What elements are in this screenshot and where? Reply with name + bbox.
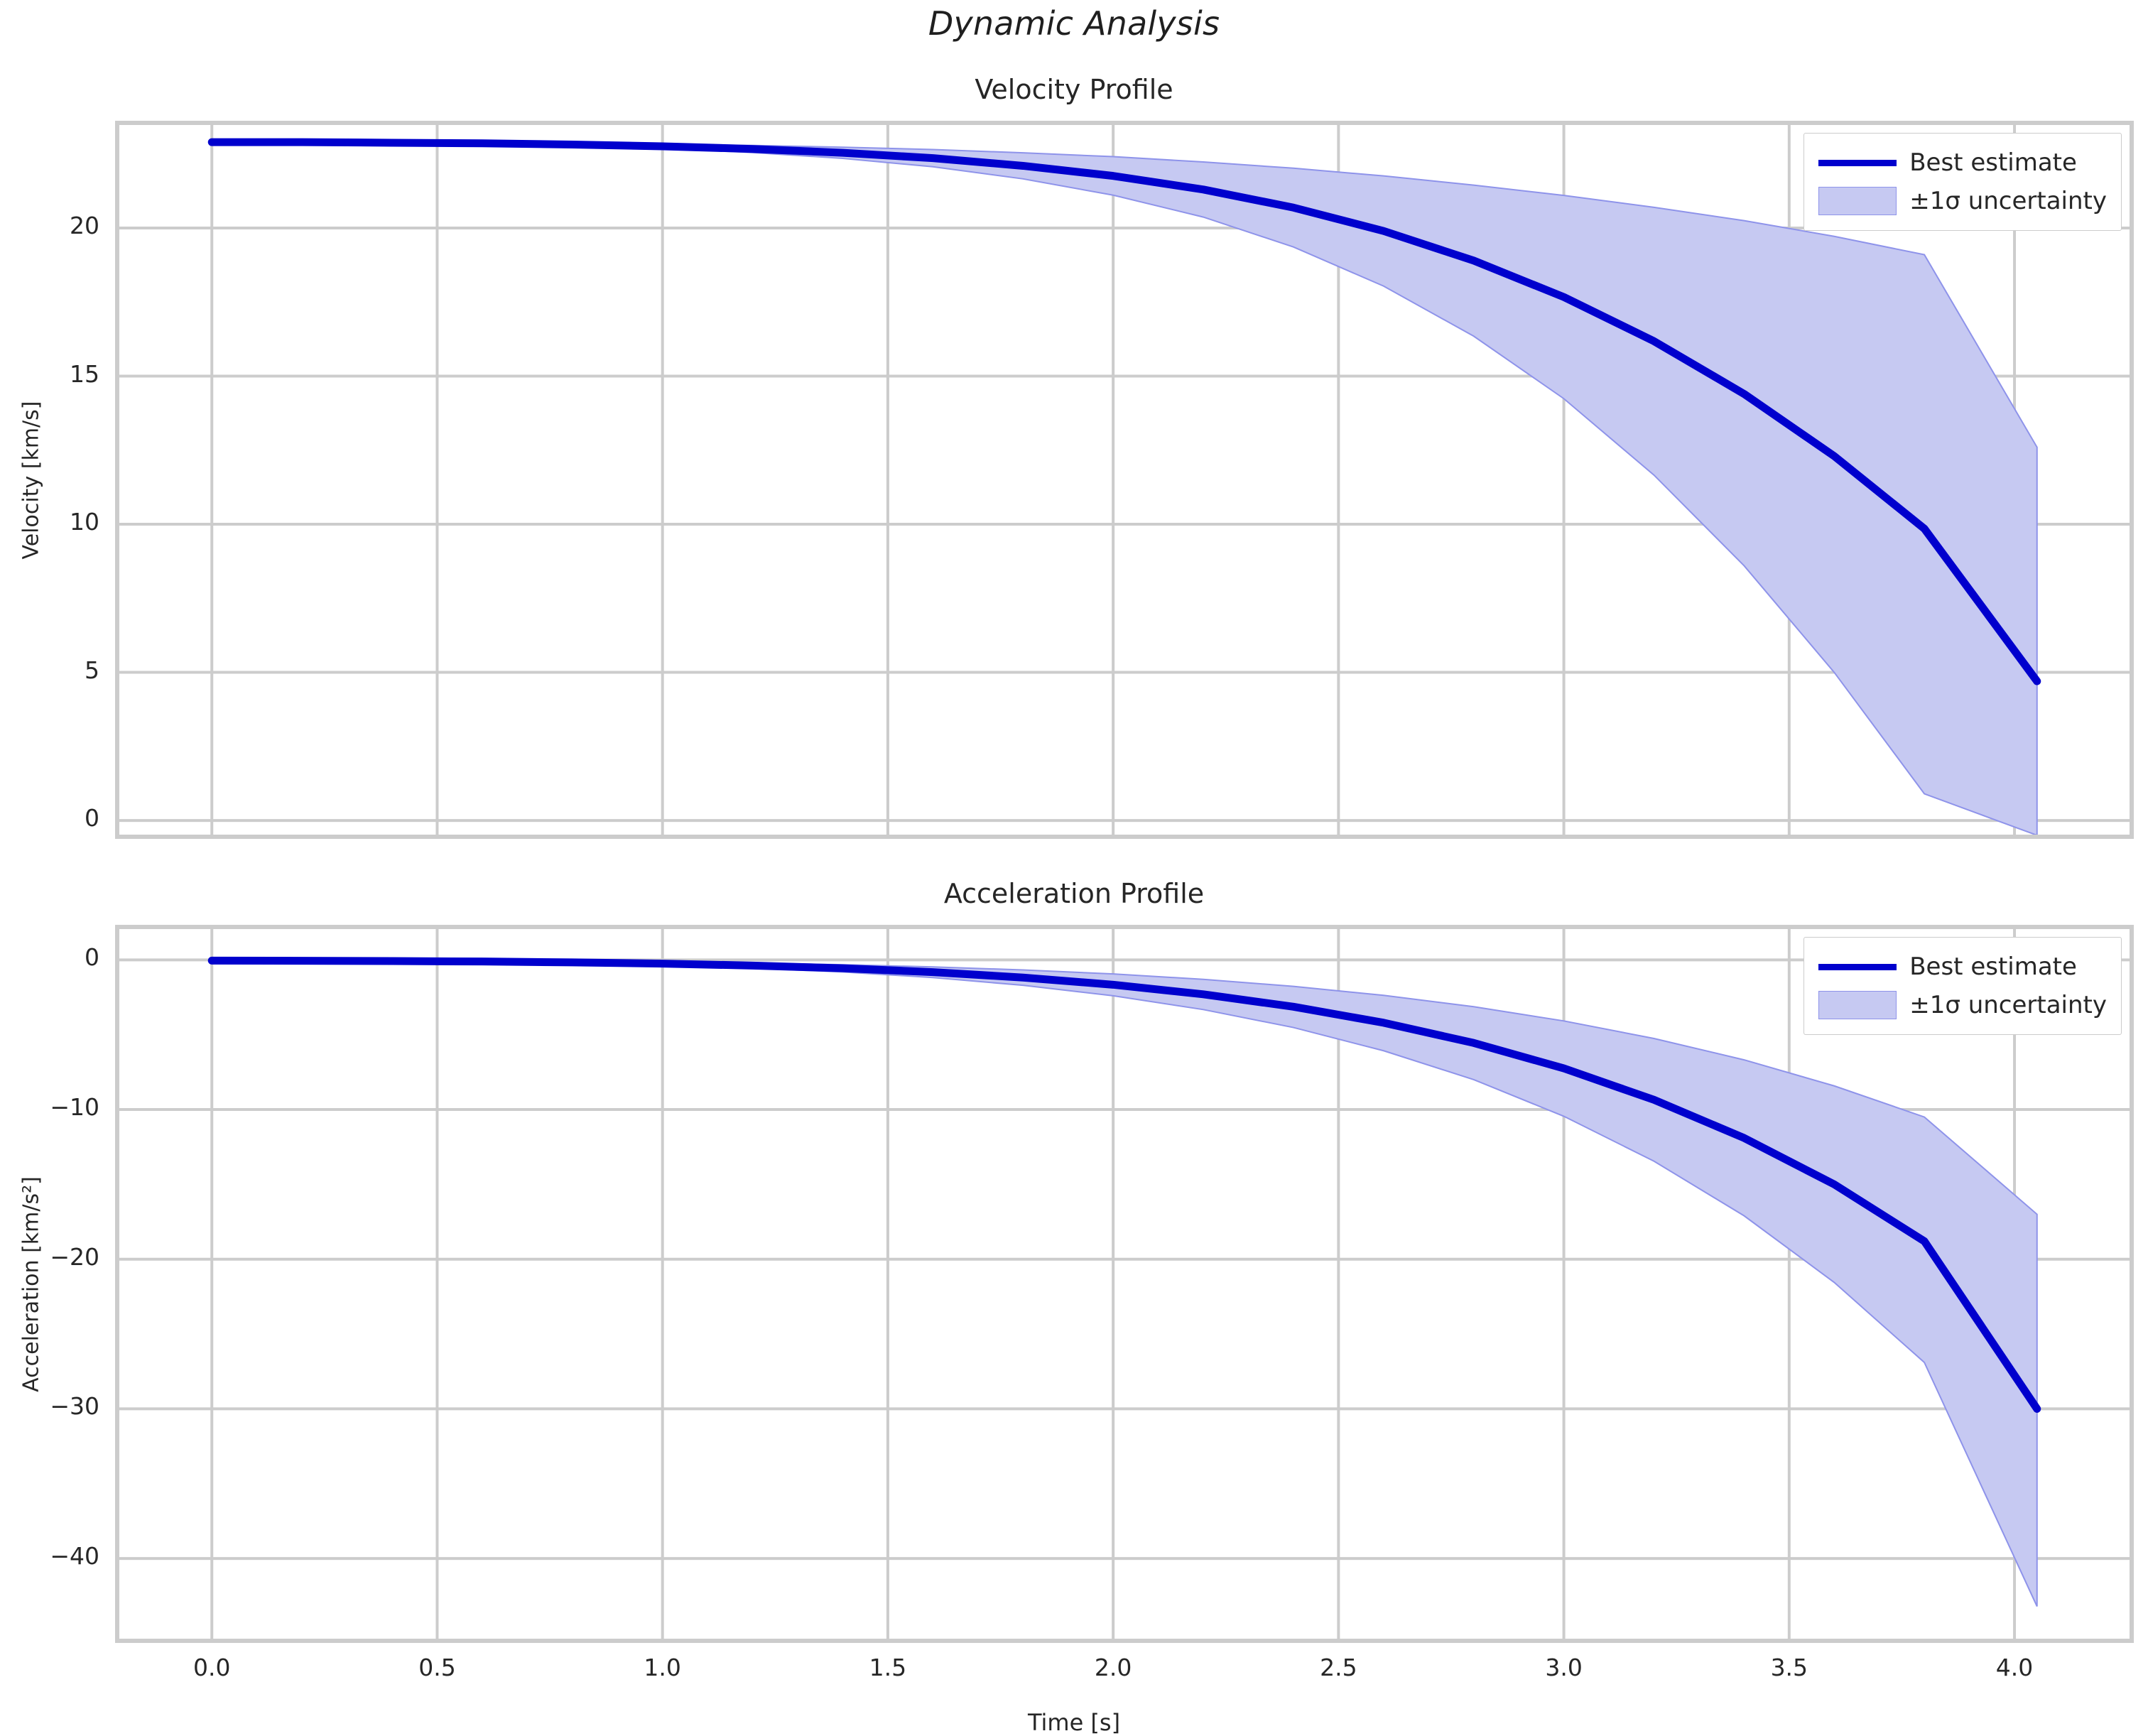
acceleration-y-tick-label: −40 xyxy=(50,1542,99,1570)
time-x-tick-label: 1.5 xyxy=(869,1654,907,1681)
line-swatch-icon xyxy=(1818,159,1897,166)
legend-label-uncertainty: ±1σ uncertainty xyxy=(1909,187,2107,215)
legend-entry-uncertainty: ±1σ uncertainty xyxy=(1818,182,2107,220)
time-x-tick-label: 2.0 xyxy=(1094,1654,1132,1681)
velocity-y-tick-label: 5 xyxy=(85,656,99,684)
line-swatch-icon xyxy=(1818,963,1897,970)
legend-label-best-estimate: Best estimate xyxy=(1909,148,2077,177)
legend-entry-uncertainty: ±1σ uncertainty xyxy=(1818,986,2107,1024)
time-x-tick-label: 3.5 xyxy=(1770,1654,1808,1681)
time-x-tick-label: 4.0 xyxy=(1995,1654,2034,1681)
acceleration-subplot-title: Acceleration Profile xyxy=(943,878,1205,909)
acceleration-y-tick-label: −20 xyxy=(50,1242,99,1271)
time-x-axis-label: Time [s] xyxy=(1027,1709,1121,1736)
velocity-y-tick-label: 20 xyxy=(70,212,99,240)
time-x-tick-label: 0.5 xyxy=(418,1654,456,1681)
time-x-tick-label: 0.0 xyxy=(192,1654,231,1681)
acceleration-y-tick-label: −30 xyxy=(50,1392,99,1421)
velocity-legend: Best estimate ±1σ uncertainty xyxy=(1803,133,2122,231)
legend-label-uncertainty: ±1σ uncertainty xyxy=(1909,991,2107,1019)
band-swatch-icon xyxy=(1818,991,1897,1019)
velocity-y-tick-label: 0 xyxy=(85,804,99,832)
velocity-y-tick-label: 15 xyxy=(70,359,99,388)
velocity-subplot-title: Velocity Profile xyxy=(975,74,1173,105)
time-x-tick-label: 3.0 xyxy=(1545,1654,1583,1681)
acceleration-y-axis-label: Acceleration [km/s²] xyxy=(18,1176,44,1392)
time-x-tick-label: 1.0 xyxy=(644,1654,681,1681)
figure-suptitle: Dynamic Analysis xyxy=(928,4,1220,43)
time-x-tick-label: 2.5 xyxy=(1320,1654,1357,1681)
band-swatch-icon xyxy=(1818,187,1897,215)
legend-label-best-estimate: Best estimate xyxy=(1909,953,2077,981)
acceleration-y-tick-label: −10 xyxy=(50,1093,99,1122)
acceleration-legend: Best estimate ±1σ uncertainty xyxy=(1803,937,2122,1035)
acceleration-y-tick-label: 0 xyxy=(85,943,99,972)
velocity-y-tick-label: 10 xyxy=(70,508,99,536)
legend-entry-best-estimate: Best estimate xyxy=(1818,948,2107,986)
legend-entry-best-estimate: Best estimate xyxy=(1818,143,2107,182)
